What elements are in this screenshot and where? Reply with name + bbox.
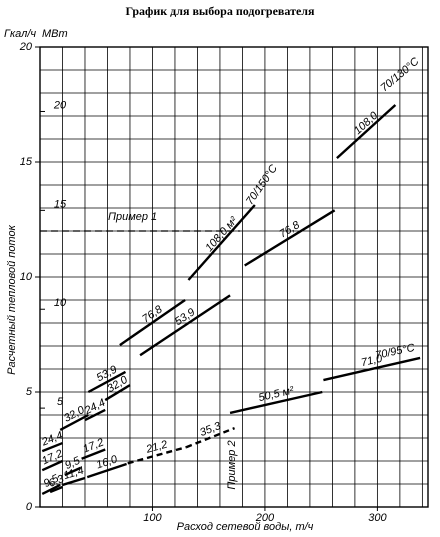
segment: [336, 104, 397, 159]
y2-tick-label: 20: [53, 99, 67, 111]
segment: [127, 446, 187, 465]
annotation: 70/95°C: [374, 342, 416, 362]
y-tick-label: 0: [26, 501, 33, 513]
chart-title: График для выбора подогревателя: [125, 4, 315, 18]
segment: [62, 476, 86, 487]
segment: [229, 390, 323, 415]
x-axis-title: Расход сетевой воды, т/ч: [177, 521, 314, 533]
y-tick-label: 15: [20, 156, 33, 168]
y-axis-title: Расчетный тепловой поток: [6, 224, 18, 375]
segment: [41, 441, 63, 453]
segment: [41, 483, 61, 495]
segment-label: 108,0 м²: [203, 215, 240, 254]
segment-label: 21,2: [144, 439, 169, 457]
segment: [323, 356, 421, 382]
y-tick-label: 10: [20, 271, 33, 283]
y2-tick-label: 15: [54, 198, 67, 210]
segment: [64, 466, 81, 477]
segment: [41, 459, 63, 472]
annotation: Пример 2: [226, 440, 238, 489]
x-tick-label: 300: [368, 512, 387, 524]
y2-unit: МВт: [42, 28, 68, 40]
segment: [59, 413, 89, 432]
segment: [185, 426, 236, 449]
y-tick-label: 20: [19, 41, 33, 53]
segment: [84, 408, 106, 422]
y-unit: Гкал/ч: [4, 28, 36, 40]
segment: [86, 462, 127, 479]
x-tick-label: 100: [143, 512, 162, 524]
y-tick-label: 5: [26, 386, 33, 398]
segment: [87, 370, 127, 394]
y2-tick-label: 5: [57, 396, 64, 408]
segment: [187, 204, 256, 281]
y2-tick-label: 10: [54, 297, 67, 309]
reference-label: Пример 1: [108, 211, 157, 223]
segment-label: 11,4: [62, 465, 85, 483]
segment: [49, 485, 63, 494]
segment: [81, 448, 106, 460]
x-tick-label: 200: [255, 512, 275, 524]
segment: [104, 384, 131, 402]
segment-label: 71,0: [360, 352, 384, 369]
segment-label: 24,4: [39, 429, 64, 448]
segment: [139, 294, 231, 357]
segment-label: 6,3: [47, 473, 67, 490]
segment: [244, 209, 336, 267]
segment: [119, 299, 186, 347]
